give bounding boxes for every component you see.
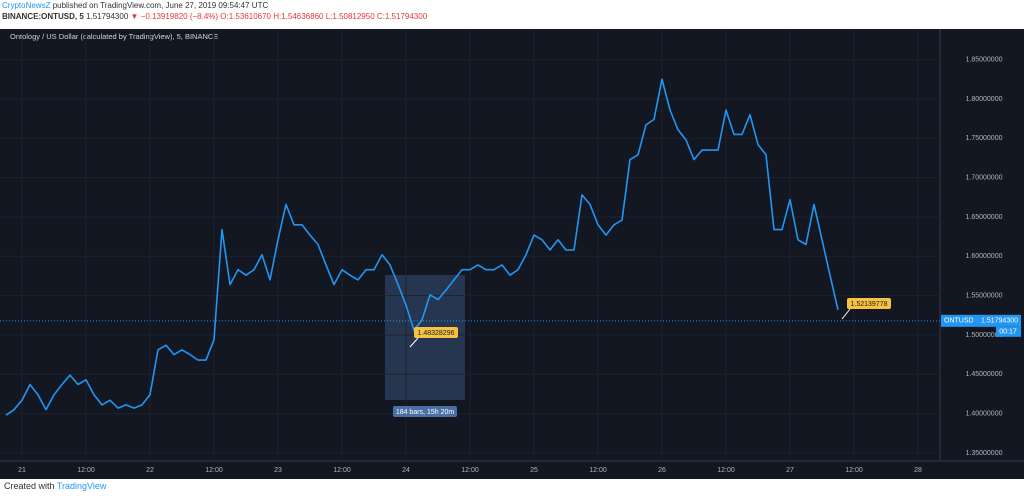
y-tick-label: 1.40000000 (966, 410, 1003, 417)
last-price-symbol: ONTUSD (944, 318, 974, 325)
y-tick-label: 1.65000000 (966, 214, 1003, 221)
chart: Ontology / US Dollar (calculated by Trad… (0, 29, 1024, 479)
price: 1.51794300 (86, 12, 129, 21)
publisher: CryptoNewsZ (2, 1, 51, 10)
background (0, 29, 1024, 479)
header: CryptoNewsZ published on TradingView.com… (2, 0, 427, 22)
note-pointer (409, 337, 419, 348)
x-tick-label: 12:00 (589, 467, 607, 474)
measure-note (393, 406, 457, 417)
x-tick-label: 21 (18, 467, 26, 474)
published: published on TradingView.com, June 27, 2… (52, 1, 269, 10)
note-pointer (841, 308, 851, 320)
price-note-label: 1.52139778 (851, 301, 888, 308)
x-tick-label: 26 (658, 467, 666, 474)
y-tick-label: 1.85000000 (966, 57, 1003, 64)
last-price-tag (941, 314, 1021, 327)
brand: TradingView (56, 481, 107, 491)
measure-label: 184 bars, 15h 20m (396, 409, 455, 416)
y-tick-label: 1.35000000 (966, 450, 1003, 457)
change: ▼ −0.13919820 (−8.4%) (130, 12, 219, 21)
x-tick-label: 22 (146, 467, 154, 474)
y-tick-label: 1.70000000 (966, 174, 1003, 181)
x-tick-label: 12:00 (845, 467, 863, 474)
x-tick-label: 12:00 (333, 467, 351, 474)
y-tick-label: 1.80000000 (966, 96, 1003, 103)
y-tick-label: 1.60000000 (966, 253, 1003, 260)
x-tick-label: 28 (914, 467, 922, 474)
y-tick-label: 1.75000000 (966, 135, 1003, 142)
x-tick-label: 12:00 (205, 467, 223, 474)
x-tick-label: 27 (786, 467, 794, 474)
y-tick-label: 1.50000000 (966, 332, 1003, 339)
price-note (847, 298, 891, 309)
y-tick-label: 1.45000000 (966, 371, 1003, 378)
x-tick-label: 23 (274, 467, 282, 474)
price-note-label: 1.48328296 (418, 330, 455, 337)
x-tick-label: 12:00 (461, 467, 479, 474)
chart-title: Ontology / US Dollar (calculated by Trad… (10, 32, 218, 41)
x-tick-label: 24 (402, 467, 410, 474)
x-tick-label: 25 (530, 467, 538, 474)
countdown-tag (996, 326, 1021, 337)
ohlc: O:1.53610670 H:1.54636860 L:1.50812950 C… (220, 12, 428, 21)
footer: Created with TradingView (4, 481, 106, 491)
countdown: 00:17 (999, 329, 1017, 336)
x-tick-label: 12:00 (77, 467, 95, 474)
symbol: BINANCE:ONTUSD, 5 (2, 12, 84, 21)
price-line (5, 78, 839, 416)
created: Created with (4, 481, 55, 491)
y-tick-label: 1.55000000 (966, 292, 1003, 299)
last-price-label: 1.51794300 (981, 318, 1018, 325)
price-note (414, 327, 458, 338)
x-tick-label: 12:00 (717, 467, 735, 474)
